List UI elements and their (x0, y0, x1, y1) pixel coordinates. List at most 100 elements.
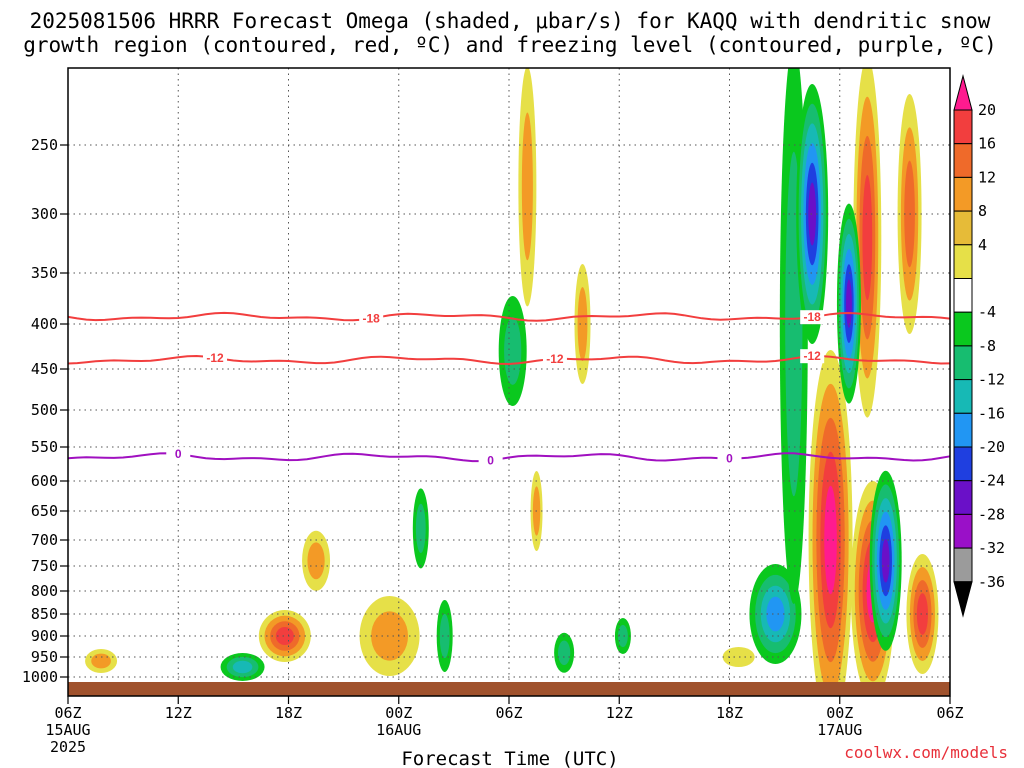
colorbar-box (953, 412, 973, 448)
colorbar-label: 8 (978, 202, 987, 220)
omega-region-23-level-3 (916, 593, 929, 635)
y-tick-label: 750 (31, 557, 58, 575)
colorbar-label: -32 (978, 539, 1005, 557)
y-tick-label: 500 (31, 401, 58, 419)
y-tick-label: 900 (31, 627, 58, 645)
omega-region-18-level-3 (862, 174, 873, 301)
x-tick-label: 06Z (936, 704, 963, 722)
colorbar-bottom-arrow (953, 581, 973, 618)
grid-lines (68, 68, 950, 696)
x-tick-date: 17AUG (817, 721, 862, 739)
colorbar-label: -8 (978, 337, 996, 355)
colorbar-label: -4 (978, 303, 996, 321)
terrain-ground (68, 682, 950, 696)
credit-text: coolwx.com/models (844, 743, 1008, 762)
contour-label-bg (478, 453, 503, 468)
colorbar-box (953, 513, 973, 549)
omega-region-6-level-1 (439, 613, 450, 659)
x-tick-year: 2025 (50, 738, 86, 756)
y-tick-label: 600 (31, 472, 58, 490)
chart-title-line1: 2025081506 HRRR Forecast Omega (shaded, … (30, 9, 991, 33)
colorbar-box (953, 244, 973, 280)
colorbar-box (953, 480, 973, 515)
colorbar-label: 16 (978, 135, 996, 153)
colorbar-label: 12 (978, 168, 996, 186)
omega-region-9-level-1 (521, 112, 533, 261)
omega-region-2-level-3 (275, 626, 294, 646)
contour-label: -18 (363, 311, 381, 325)
y-tick-label: 950 (31, 648, 58, 666)
x-tick-label: 12Z (606, 704, 633, 722)
colorbar-box (953, 109, 973, 145)
x-tick-date: 15AUG (45, 721, 90, 739)
omega-region-5-level-1 (415, 503, 426, 554)
colorbar-label: 4 (978, 236, 987, 254)
colorbar-label: -28 (978, 505, 1005, 523)
contour-label: 0 (487, 453, 494, 467)
y-tick-label: 450 (31, 360, 58, 378)
colorbar-label: -36 (978, 573, 1005, 591)
contour-label-bg (800, 310, 825, 325)
colorbar-label: -16 (978, 404, 1005, 422)
y-tick-label: 700 (31, 531, 58, 549)
x-tick-date: 16AUG (376, 721, 421, 739)
contour-label: -12 (206, 351, 224, 365)
omega-region-22-level-5 (881, 538, 890, 583)
colorbar: 20 16 12 8 4 -4 -8 -12 -16 -20 -24 -28 -32 -36 (953, 74, 1005, 618)
contour-label-bg (542, 351, 567, 366)
omega-region-16-level-5 (808, 182, 817, 246)
x-tick-label: 18Z (275, 704, 302, 722)
colorbar-box (953, 143, 973, 178)
contour-label-bg (203, 350, 227, 365)
omega-region-0-level-1 (91, 653, 111, 669)
contour-label: 0 (175, 447, 182, 461)
contour-line (67, 452, 951, 463)
omega-region-19-level-5 (846, 279, 852, 328)
omega-region-11-level-1 (557, 640, 571, 666)
contour-label-bg (359, 311, 384, 326)
colorbar-box (953, 446, 973, 482)
colorbar-box (953, 311, 973, 347)
x-tick-label: 00Z (385, 704, 412, 722)
x-tick-label: 00Z (826, 704, 853, 722)
x-axis-label: Forecast Time (UTC) (401, 748, 618, 768)
colorbar-box (953, 176, 973, 212)
colorbar-box (953, 547, 973, 583)
y-tick-label: 1000 (22, 668, 58, 686)
colorbar-top-arrow (953, 74, 973, 111)
omega-region-1-level-2 (232, 660, 253, 674)
colorbar-box (953, 345, 973, 381)
colorbar-box (953, 210, 973, 246)
chart-title-line2: growth region (contoured, red, ºC) and f… (23, 33, 997, 57)
colorbar-box (953, 278, 973, 313)
y-tick-label: 850 (31, 605, 58, 623)
y-axis-ticks: 250 300 350 400 450 500 550 600 650 700 750 800 850 9… (22, 136, 68, 686)
x-tick-label: 18Z (716, 704, 743, 722)
omega-region-3-level-1 (307, 542, 325, 580)
x-tick-label: 06Z (495, 704, 522, 722)
contour-label: -18 (804, 310, 822, 324)
contour-label-bg (800, 349, 825, 364)
contour-label: -12 (546, 352, 564, 366)
x-tick-label: 12Z (165, 704, 192, 722)
y-tick-label: 550 (31, 438, 58, 456)
omega-shading-layer (85, 68, 939, 696)
omega-region-17-level-4 (824, 485, 837, 595)
colorbar-box (953, 379, 973, 414)
omega-region-10-level-1 (504, 317, 522, 385)
y-tick-label: 800 (31, 582, 58, 600)
colorbar-label: -20 (978, 438, 1005, 456)
omega-region-13-level-0 (722, 647, 755, 667)
y-tick-label: 650 (31, 502, 58, 520)
y-tick-label: 300 (31, 205, 58, 223)
y-tick-label: 350 (31, 264, 58, 282)
contour-label-bg (717, 451, 742, 466)
omega-region-8-level-1 (577, 287, 588, 361)
contour-label: -12 (804, 349, 822, 363)
colorbar-label: 20 (978, 101, 996, 119)
omega-region-12-level-1 (618, 624, 628, 648)
contour-label-bg (166, 447, 191, 462)
omega-region-14-level-3 (766, 596, 785, 632)
